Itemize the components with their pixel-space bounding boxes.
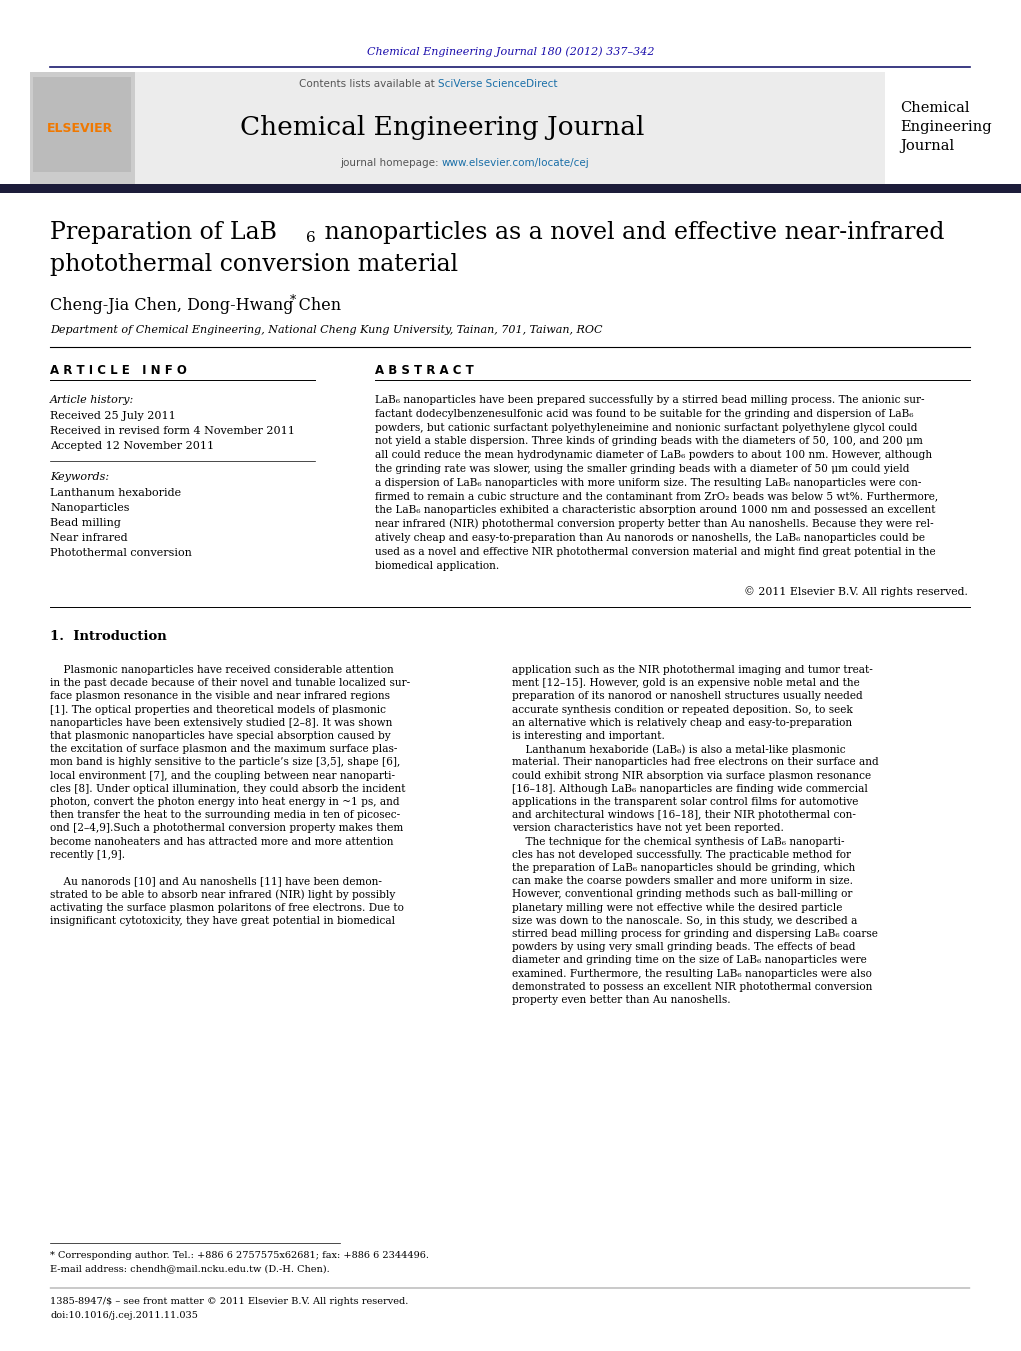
Text: © 2011 Elsevier B.V. All rights reserved.: © 2011 Elsevier B.V. All rights reserved… (744, 586, 968, 597)
Text: material. Their nanoparticles had free electrons on their surface and: material. Their nanoparticles had free e… (512, 758, 879, 767)
Text: mon band is highly sensitive to the particle’s size [3,5], shape [6],: mon band is highly sensitive to the part… (50, 758, 400, 767)
Text: all could reduce the mean hydrodynamic diameter of LaB₆ powders to about 100 nm.: all could reduce the mean hydrodynamic d… (375, 450, 932, 461)
Text: size was down to the nanoscale. So, in this study, we described a: size was down to the nanoscale. So, in t… (512, 916, 858, 925)
Text: preparation of its nanorod or nanoshell structures usually needed: preparation of its nanorod or nanoshell … (512, 692, 863, 701)
Text: LaB₆ nanoparticles have been prepared successfully by a stirred bead milling pro: LaB₆ nanoparticles have been prepared su… (375, 394, 924, 405)
Text: ment [12–15]. However, gold is an expensive noble metal and the: ment [12–15]. However, gold is an expens… (512, 678, 860, 688)
Text: accurate synthesis condition or repeated deposition. So, to seek: accurate synthesis condition or repeated… (512, 705, 853, 715)
Text: activating the surface plasmon polaritons of free electrons. Due to: activating the surface plasmon polariton… (50, 902, 404, 912)
Text: cles has not developed successfully. The practicable method for: cles has not developed successfully. The… (512, 850, 850, 859)
Text: photothermal conversion material: photothermal conversion material (50, 254, 458, 277)
Text: Chemical Engineering Journal 180 (2012) 337–342: Chemical Engineering Journal 180 (2012) … (368, 47, 654, 57)
Text: the preparation of LaB₆ nanoparticles should be grinding, which: the preparation of LaB₆ nanoparticles sh… (512, 863, 856, 873)
Text: *: * (290, 295, 296, 308)
Text: Article history:: Article history: (50, 394, 134, 405)
Bar (30, 72, 885, 188)
Text: and architectural windows [16–18], their NIR photothermal con-: and architectural windows [16–18], their… (512, 811, 856, 820)
Text: 1.  Introduction: 1. Introduction (50, 631, 166, 643)
Text: diameter and grinding time on the size of LaB₆ nanoparticles were: diameter and grinding time on the size o… (512, 955, 867, 966)
Text: Chemical Engineering Journal: Chemical Engineering Journal (240, 115, 644, 141)
Text: demonstrated to possess an excellent NIR photothermal conversion: demonstrated to possess an excellent NIR… (512, 982, 872, 992)
Text: Received in revised form 4 November 2011: Received in revised form 4 November 2011 (50, 426, 295, 436)
Text: Preparation of LaB: Preparation of LaB (50, 222, 277, 245)
Bar (0, 184, 1021, 193)
Bar (30, 72, 135, 188)
Text: Accepted 12 November 2011: Accepted 12 November 2011 (50, 440, 214, 451)
Text: the LaB₆ nanoparticles exhibited a characteristic absorption around 1000 nm and : the LaB₆ nanoparticles exhibited a chara… (375, 505, 935, 515)
Text: A R T I C L E   I N F O: A R T I C L E I N F O (50, 363, 187, 377)
Text: then transfer the heat to the surrounding media in ten of picosec-: then transfer the heat to the surroundin… (50, 811, 400, 820)
Text: www.elsevier.com/locate/cej: www.elsevier.com/locate/cej (442, 158, 590, 168)
Text: Au nanorods [10] and Au nanoshells [11] have been demon-: Au nanorods [10] and Au nanoshells [11] … (50, 877, 382, 886)
Text: Chemical: Chemical (900, 101, 970, 115)
Text: However, conventional grinding methods such as ball-milling or: However, conventional grinding methods s… (512, 889, 853, 900)
Text: Photothermal conversion: Photothermal conversion (50, 549, 192, 558)
Text: strated to be able to absorb near infrared (NIR) light by possibly: strated to be able to absorb near infrar… (50, 889, 395, 900)
Text: Engineering: Engineering (900, 120, 991, 134)
Text: Nanoparticles: Nanoparticles (50, 503, 130, 513)
Text: stirred bead milling process for grinding and dispersing LaB₆ coarse: stirred bead milling process for grindin… (512, 929, 878, 939)
Text: could exhibit strong NIR absorption via surface plasmon resonance: could exhibit strong NIR absorption via … (512, 770, 871, 781)
Text: insignificant cytotoxicity, they have great potential in biomedical: insignificant cytotoxicity, they have gr… (50, 916, 395, 925)
Text: * Corresponding author. Tel.: +886 6 2757575x62681; fax: +886 6 2344496.: * Corresponding author. Tel.: +886 6 275… (50, 1251, 429, 1259)
Text: Department of Chemical Engineering, National Cheng Kung University, Tainan, 701,: Department of Chemical Engineering, Nati… (50, 326, 602, 335)
Text: [16–18]. Although LaB₆ nanoparticles are finding wide commercial: [16–18]. Although LaB₆ nanoparticles are… (512, 784, 868, 794)
Text: Plasmonic nanoparticles have received considerable attention: Plasmonic nanoparticles have received co… (50, 665, 394, 676)
Text: near infrared (NIR) photothermal conversion property better than Au nanoshells. : near infrared (NIR) photothermal convers… (375, 519, 933, 530)
Text: face plasmon resonance in the visible and near infrared regions: face plasmon resonance in the visible an… (50, 692, 390, 701)
Text: ELSEVIER: ELSEVIER (47, 122, 113, 135)
Text: Bead milling: Bead milling (50, 517, 120, 528)
Text: used as a novel and effective NIR photothermal conversion material and might fin: used as a novel and effective NIR photot… (375, 547, 935, 557)
Text: factant dodecylbenzenesulfonic acid was found to be suitable for the grinding an: factant dodecylbenzenesulfonic acid was … (375, 409, 914, 419)
Text: atively cheap and easy-to-preparation than Au nanorods or nanoshells, the LaB₆ n: atively cheap and easy-to-preparation th… (375, 534, 925, 543)
Text: local environment [7], and the coupling between near nanoparti-: local environment [7], and the coupling … (50, 770, 395, 781)
Text: 6: 6 (306, 231, 315, 245)
Text: photon, convert the photon energy into heat energy in ~1 ps, and: photon, convert the photon energy into h… (50, 797, 399, 807)
Text: can make the coarse powders smaller and more uniform in size.: can make the coarse powders smaller and … (512, 877, 853, 886)
Text: 1385-8947/$ – see front matter © 2011 Elsevier B.V. All rights reserved.: 1385-8947/$ – see front matter © 2011 El… (50, 1297, 408, 1306)
Text: powders by using very small grinding beads. The effects of bead: powders by using very small grinding bea… (512, 942, 856, 952)
Text: nanoparticles as a novel and effective near-infrared: nanoparticles as a novel and effective n… (317, 222, 944, 245)
Text: version characteristics have not yet been reported.: version characteristics have not yet bee… (512, 823, 784, 834)
Text: Near infrared: Near infrared (50, 534, 128, 543)
Text: applications in the transparent solar control films for automotive: applications in the transparent solar co… (512, 797, 859, 807)
Text: biomedical application.: biomedical application. (375, 561, 499, 570)
Text: nanoparticles have been extensively studied [2–8]. It was shown: nanoparticles have been extensively stud… (50, 717, 392, 728)
Text: recently [1,9].: recently [1,9]. (50, 850, 126, 859)
Text: powders, but cationic surfactant polyethyleneimine and nonionic surfactant polye: powders, but cationic surfactant polyeth… (375, 423, 918, 432)
Text: A B S T R A C T: A B S T R A C T (375, 363, 474, 377)
Text: property even better than Au nanoshells.: property even better than Au nanoshells. (512, 994, 731, 1005)
Text: Received 25 July 2011: Received 25 July 2011 (50, 411, 176, 422)
Text: is interesting and important.: is interesting and important. (512, 731, 665, 740)
Text: not yield a stable dispersion. Three kinds of grinding beads with the diameters : not yield a stable dispersion. Three kin… (375, 436, 923, 446)
Text: [1]. The optical properties and theoretical models of plasmonic: [1]. The optical properties and theoreti… (50, 705, 386, 715)
Text: a dispersion of LaB₆ nanoparticles with more uniform size. The resulting LaB₆ na: a dispersion of LaB₆ nanoparticles with … (375, 478, 921, 488)
Text: become nanoheaters and has attracted more and more attention: become nanoheaters and has attracted mor… (50, 836, 393, 847)
Text: Lanthanum hexaboride (LaB₆) is also a metal-like plasmonic: Lanthanum hexaboride (LaB₆) is also a me… (512, 744, 845, 755)
Text: Cheng-Jia Chen, Dong-Hwang Chen: Cheng-Jia Chen, Dong-Hwang Chen (50, 296, 341, 313)
Text: in the past decade because of their novel and tunable localized sur-: in the past decade because of their nove… (50, 678, 410, 688)
Text: planetary milling were not effective while the desired particle: planetary milling were not effective whi… (512, 902, 842, 912)
Text: that plasmonic nanoparticles have special absorption caused by: that plasmonic nanoparticles have specia… (50, 731, 391, 740)
Bar (33, 77, 131, 172)
Text: examined. Furthermore, the resulting LaB₆ nanoparticles were also: examined. Furthermore, the resulting LaB… (512, 969, 872, 978)
Text: The technique for the chemical synthesis of LaB₆ nanoparti-: The technique for the chemical synthesis… (512, 836, 844, 847)
Text: cles [8]. Under optical illumination, they could absorb the incident: cles [8]. Under optical illumination, th… (50, 784, 405, 794)
Text: Keywords:: Keywords: (50, 471, 109, 482)
Text: an alternative which is relatively cheap and easy-to-preparation: an alternative which is relatively cheap… (512, 717, 853, 728)
Text: E-mail address: chendh@mail.ncku.edu.tw (D.-H. Chen).: E-mail address: chendh@mail.ncku.edu.tw … (50, 1265, 330, 1274)
Text: application such as the NIR photothermal imaging and tumor treat-: application such as the NIR photothermal… (512, 665, 873, 676)
Text: Lanthanum hexaboride: Lanthanum hexaboride (50, 488, 181, 499)
Text: doi:10.1016/j.cej.2011.11.035: doi:10.1016/j.cej.2011.11.035 (50, 1312, 198, 1320)
Text: journal homepage:: journal homepage: (340, 158, 442, 168)
Text: the excitation of surface plasmon and the maximum surface plas-: the excitation of surface plasmon and th… (50, 744, 397, 754)
Text: the grinding rate was slower, using the smaller grinding beads with a diameter o: the grinding rate was slower, using the … (375, 463, 910, 474)
Text: firmed to remain a cubic structure and the contaminant from ZrO₂ beads was below: firmed to remain a cubic structure and t… (375, 492, 938, 501)
Text: Contents lists available at: Contents lists available at (299, 78, 438, 89)
Text: Journal: Journal (900, 139, 955, 153)
Text: SciVerse ScienceDirect: SciVerse ScienceDirect (438, 78, 557, 89)
Text: ond [2–4,9].Such a photothermal conversion property makes them: ond [2–4,9].Such a photothermal conversi… (50, 823, 403, 834)
